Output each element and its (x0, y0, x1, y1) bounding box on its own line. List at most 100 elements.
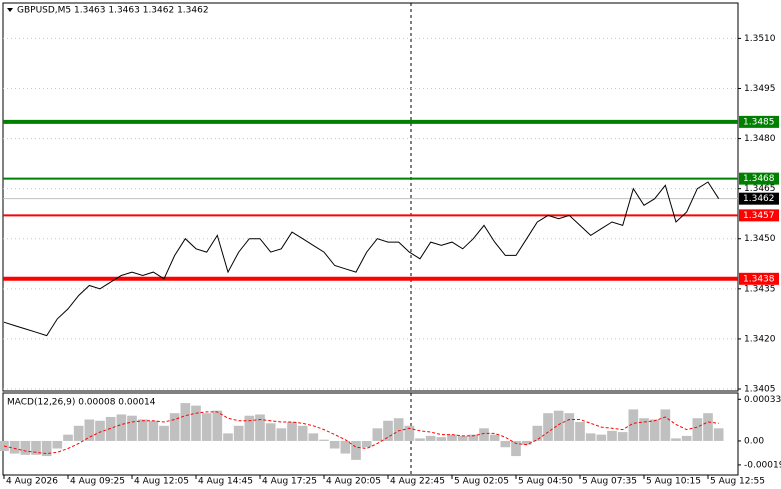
price-tag-label: 1.3438 (743, 274, 775, 284)
macd-bar (340, 440, 351, 454)
macd-bar (95, 420, 105, 441)
macd-bar (532, 425, 543, 441)
macd-bar (127, 415, 137, 441)
macd-bar (41, 440, 52, 457)
macd-bar (564, 413, 575, 441)
macd-bar (436, 437, 447, 441)
macd-y-tick-label: 0.00033 (744, 395, 781, 405)
macd-bar (169, 413, 180, 441)
macd-y-tick-label: -0.00019 (744, 460, 781, 470)
x-tick-label: 5 Aug 02:05 (454, 477, 509, 487)
price-tag (739, 172, 779, 185)
y-tick-label: 1.3420 (744, 334, 776, 344)
macd-bar (191, 405, 201, 441)
macd-bar (159, 425, 169, 441)
x-tick-label: 4 Aug 14:45 (198, 477, 253, 487)
macd-bar (511, 440, 521, 457)
macd-bar (31, 440, 41, 455)
macd-bar (383, 420, 393, 441)
macd-bar (447, 434, 457, 441)
price-tag-label: 1.3457 (743, 211, 775, 221)
macd-bar (639, 418, 649, 441)
macd-bar (201, 413, 212, 441)
y-tick-label: 1.3495 (744, 84, 776, 94)
macd-bar (671, 438, 681, 441)
macd-bar (372, 428, 383, 441)
macd-bar (543, 413, 553, 441)
x-tick-label: 5 Aug 04:50 (518, 477, 573, 487)
macd-bar (105, 416, 116, 441)
x-tick-label: 5 Aug 12:55 (710, 477, 765, 487)
macd-bar (329, 440, 340, 449)
macd-bar (63, 434, 73, 441)
price-tag (739, 115, 779, 128)
macd-bar (308, 433, 319, 441)
y-tick-label: 1.3510 (744, 34, 776, 44)
price-tag (739, 272, 779, 285)
price-tag-label: 1.3462 (743, 194, 775, 204)
x-tick-label: 4 Aug 2026 (6, 477, 58, 487)
macd-bar (148, 420, 159, 441)
macd-bar (521, 440, 532, 445)
macd-bar (500, 440, 511, 448)
macd-bar (116, 414, 127, 441)
macd-bar (84, 419, 95, 441)
price-tag (739, 192, 779, 205)
macd-bar (276, 428, 287, 441)
macd-bar (649, 419, 660, 441)
y-tick-label: 1.3465 (744, 184, 776, 194)
x-tick-label: 5 Aug 07:35 (582, 477, 637, 487)
collapse-arrow (7, 8, 13, 12)
macd-bar (319, 439, 329, 441)
x-tick-label: 4 Aug 17:25 (262, 477, 317, 487)
macd-bar (73, 425, 84, 441)
macd-bar (233, 425, 244, 441)
macd-bar (479, 428, 489, 441)
macd-bar (607, 430, 617, 441)
macd-bar (596, 434, 607, 441)
macd-bar (287, 422, 297, 441)
x-tick-label: 4 Aug 22:45 (390, 477, 445, 487)
macd-y-tick-label: 0.00 (744, 436, 764, 446)
macd-bar (361, 440, 372, 448)
macd-bar (351, 440, 361, 460)
price-line (3, 181, 720, 337)
macd-bar (9, 440, 20, 454)
macd-bar (265, 423, 276, 441)
macd-bar (255, 414, 265, 441)
macd-bar (20, 440, 31, 455)
macd-bar (681, 435, 692, 441)
macd-bar (52, 440, 63, 449)
y-tick-label: 1.3405 (744, 384, 776, 394)
macd-bar (425, 435, 436, 441)
price-tag (739, 209, 779, 222)
macd-bar (297, 425, 308, 441)
y-tick-label: 1.3480 (744, 134, 776, 144)
macd-bar (713, 428, 724, 441)
macd-bar (585, 433, 596, 441)
macd-bar (628, 409, 639, 441)
y-tick-label: 1.3450 (744, 234, 776, 244)
macd-bar (468, 434, 479, 441)
macd-bar (692, 418, 703, 441)
macd-bar (393, 418, 404, 441)
macd-title: MACD(12,26,9) 0.00008 0.00014 (7, 398, 156, 408)
x-tick-label: 5 Aug 10:15 (646, 477, 701, 487)
macd-bar (404, 425, 415, 441)
price-tag-label: 1.3485 (743, 117, 775, 127)
price-tag-label: 1.3468 (743, 174, 775, 184)
macd-bar (212, 410, 223, 441)
macd-bar (223, 433, 233, 441)
x-tick-label: 4 Aug 20:05 (326, 477, 381, 487)
macd-bar (415, 438, 425, 441)
x-tick-label: 4 Aug 12:05 (134, 477, 189, 487)
price-panel (2, 2, 739, 392)
y-tick-label: 1.3435 (744, 284, 776, 294)
macd-bar (575, 422, 585, 441)
macd-bar (457, 435, 468, 441)
macd-bar (703, 413, 713, 441)
macd-signal (3, 411, 719, 455)
macd-bar (617, 432, 628, 441)
macd-bar (489, 434, 500, 441)
